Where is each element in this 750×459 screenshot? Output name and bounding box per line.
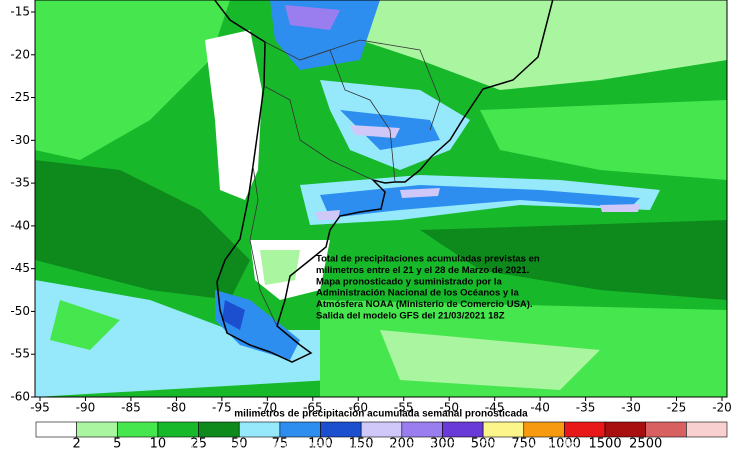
lat-label: -15 bbox=[10, 5, 30, 19]
lon-label: -65 bbox=[303, 401, 323, 415]
lat-label: -40 bbox=[10, 218, 30, 232]
colorbar-swatch bbox=[442, 421, 484, 438]
colorbar-title: milimetros de precipitacion acumulada se… bbox=[234, 409, 528, 420]
annotation-line: Mapa pronosticado y suministrado por la bbox=[316, 276, 503, 287]
colorbar-label: 1000 bbox=[548, 437, 581, 452]
colorbar-label: 2500 bbox=[629, 437, 662, 452]
annotation-line: Administración Nacional de los Océanos y… bbox=[316, 288, 519, 299]
lat-label: -60 bbox=[10, 390, 30, 404]
axis-labels: -15-20-25-30-35-40-45-50-55-60-95 -90 -85-… bbox=[10, 5, 731, 415]
colorbar-label: 5 bbox=[113, 437, 121, 452]
lon-label: -40 bbox=[530, 401, 550, 415]
colorbar-label: 200 bbox=[389, 437, 414, 452]
lon-label: -25 bbox=[667, 401, 687, 415]
colorbar-label: 50 bbox=[231, 437, 248, 452]
colorbar-label: 10 bbox=[150, 437, 167, 452]
lon-label: -45 bbox=[485, 401, 505, 415]
map-frame bbox=[34, 0, 728, 398]
lon-label: -80 bbox=[167, 401, 187, 415]
colorbar-swatch bbox=[360, 421, 403, 438]
colorbar-swatch bbox=[482, 421, 525, 438]
colorbar-label: 500 bbox=[471, 437, 496, 452]
lat-label: -50 bbox=[10, 304, 30, 318]
colorbar-swatch bbox=[279, 421, 321, 438]
colorbar-swatch bbox=[401, 421, 443, 438]
lat-label: -30 bbox=[10, 133, 30, 147]
lon-label: -55 bbox=[394, 401, 414, 415]
annotation: Total de precipitaciones acumuladas prev… bbox=[316, 254, 540, 322]
colorbar: 2 5 10 25 50 75 100 150 200 300 500 750 1000 1500 2500 bbox=[35, 421, 728, 452]
annotation-line: Total de precipitaciones acumuladas prev… bbox=[316, 254, 540, 265]
lon-label: -20 bbox=[712, 401, 732, 415]
colorbar-swatch bbox=[238, 421, 281, 438]
lon-label: -35 bbox=[576, 401, 596, 415]
colorbar-swatch bbox=[686, 421, 728, 438]
colorbar-swatch bbox=[157, 421, 199, 438]
colorbar-label: 100 bbox=[308, 437, 333, 452]
lon-label: -70 bbox=[258, 401, 278, 415]
colorbar-swatch bbox=[523, 421, 565, 438]
colorbar-label: 75 bbox=[272, 437, 289, 452]
lon-label: -95 bbox=[30, 401, 50, 415]
colorbar-swatch bbox=[198, 421, 240, 438]
colorbar-label: 150 bbox=[349, 437, 374, 452]
lon-label: -85 bbox=[121, 401, 141, 415]
annotation-line: Atmósfera NOAA (Ministerio de Comercio U… bbox=[316, 299, 533, 310]
lat-label: -25 bbox=[10, 90, 30, 104]
precipitation-field bbox=[35, 0, 727, 397]
colorbar-swatch bbox=[320, 421, 362, 438]
watermark: G. Labrador climatologos@gmail.com @pora… bbox=[191, 437, 578, 455]
lon-label: -30 bbox=[621, 401, 641, 415]
lon-label: -90 bbox=[76, 401, 96, 415]
colorbar-label: 25 bbox=[190, 437, 207, 452]
lat-label: -35 bbox=[10, 176, 30, 190]
colorbar-swatch bbox=[35, 421, 77, 438]
lon-label: -60 bbox=[348, 401, 368, 415]
lat-label: -20 bbox=[10, 47, 30, 61]
colorbar-swatch bbox=[645, 421, 687, 438]
lat-label: -45 bbox=[10, 261, 30, 275]
colorbar-swatch bbox=[604, 421, 647, 438]
annotation-line: Salida del modelo GFS del 21/03/2021 18Z bbox=[316, 311, 505, 322]
colorbar-label: 300 bbox=[430, 437, 455, 452]
colorbar-swatch bbox=[564, 421, 606, 438]
lon-label: -75 bbox=[212, 401, 232, 415]
colorbar-swatch bbox=[76, 421, 118, 438]
colorbar-label: 1500 bbox=[589, 437, 622, 452]
lon-label: -50 bbox=[439, 401, 459, 415]
colorbar-label: 750 bbox=[511, 437, 536, 452]
colorbar-swatch bbox=[116, 421, 159, 438]
annotation-line: milimetros entre el 21 y el 28 de Marzo … bbox=[316, 265, 529, 276]
lat-label: -55 bbox=[10, 347, 30, 361]
colorbar-label: 2 bbox=[73, 437, 81, 452]
